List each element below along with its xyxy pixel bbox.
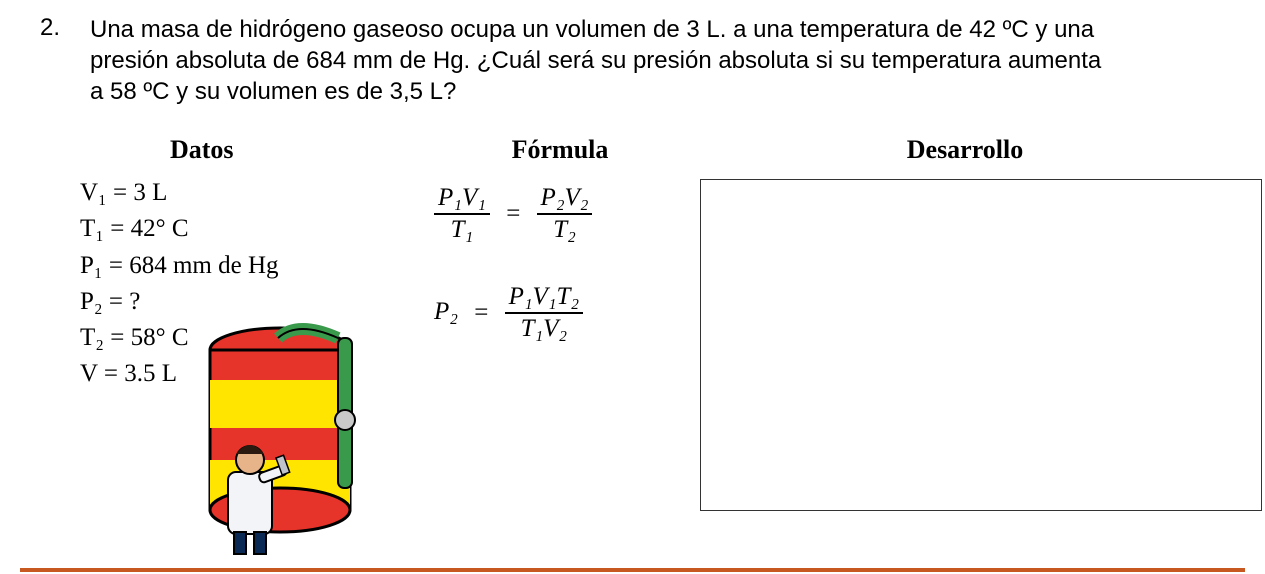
desarrollo-header: Desarrollo xyxy=(700,135,1230,165)
question-number: 2. xyxy=(40,14,60,42)
bottom-divider xyxy=(20,568,1245,572)
datos-t1: T₁ = 42° C xyxy=(80,211,420,247)
eq2-lhs: P₂ xyxy=(434,297,458,324)
desarrollo-column: Desarrollo xyxy=(700,135,1230,511)
eq1-rhs-den: T₂ xyxy=(537,215,593,243)
question-line-2: presión absoluta de 684 mm de Hg. ¿Cuál … xyxy=(90,47,1101,74)
eq2-rhs-num: P₁V₁T₂ xyxy=(505,284,584,314)
datos-header: Datos xyxy=(60,135,420,165)
datos-v1: V₁ = 3 L xyxy=(80,175,420,211)
equals-sign: = xyxy=(496,200,530,228)
datos-p2: P₂ = ? xyxy=(80,284,420,320)
equals-sign-2: = xyxy=(464,299,498,327)
question-text: Una masa de hidrógeno gaseoso ocupa un v… xyxy=(90,14,1225,108)
formula-eq2: P₂ = P₁V₁T₂ T₁V₂ xyxy=(434,284,700,343)
eq1-lhs-den: T₁ xyxy=(434,215,490,243)
eq1-lhs-num: P₁V₁ xyxy=(434,185,490,215)
desarrollo-box xyxy=(700,179,1262,511)
formula-eq1: P₁V₁ T₁ = P₂V₂ T₂ xyxy=(434,185,700,244)
formula-header: Fórmula xyxy=(420,135,700,165)
eq2-rhs-den: T₁V₂ xyxy=(505,314,584,342)
formula-column: Fórmula P₁V₁ T₁ = P₂V₂ T₂ P₂ = xyxy=(420,135,700,511)
tank-scientist-illustration-icon xyxy=(190,320,370,560)
question-line-3: a 58 ºC y su volumen es de 3,5 L? xyxy=(90,78,456,105)
question-line-1: Una masa de hidrógeno gaseoso ocupa un v… xyxy=(90,16,1094,43)
datos-p1: P₁ = 684 mm de Hg xyxy=(80,248,420,284)
eq1-rhs-num: P₂V₂ xyxy=(537,185,593,215)
